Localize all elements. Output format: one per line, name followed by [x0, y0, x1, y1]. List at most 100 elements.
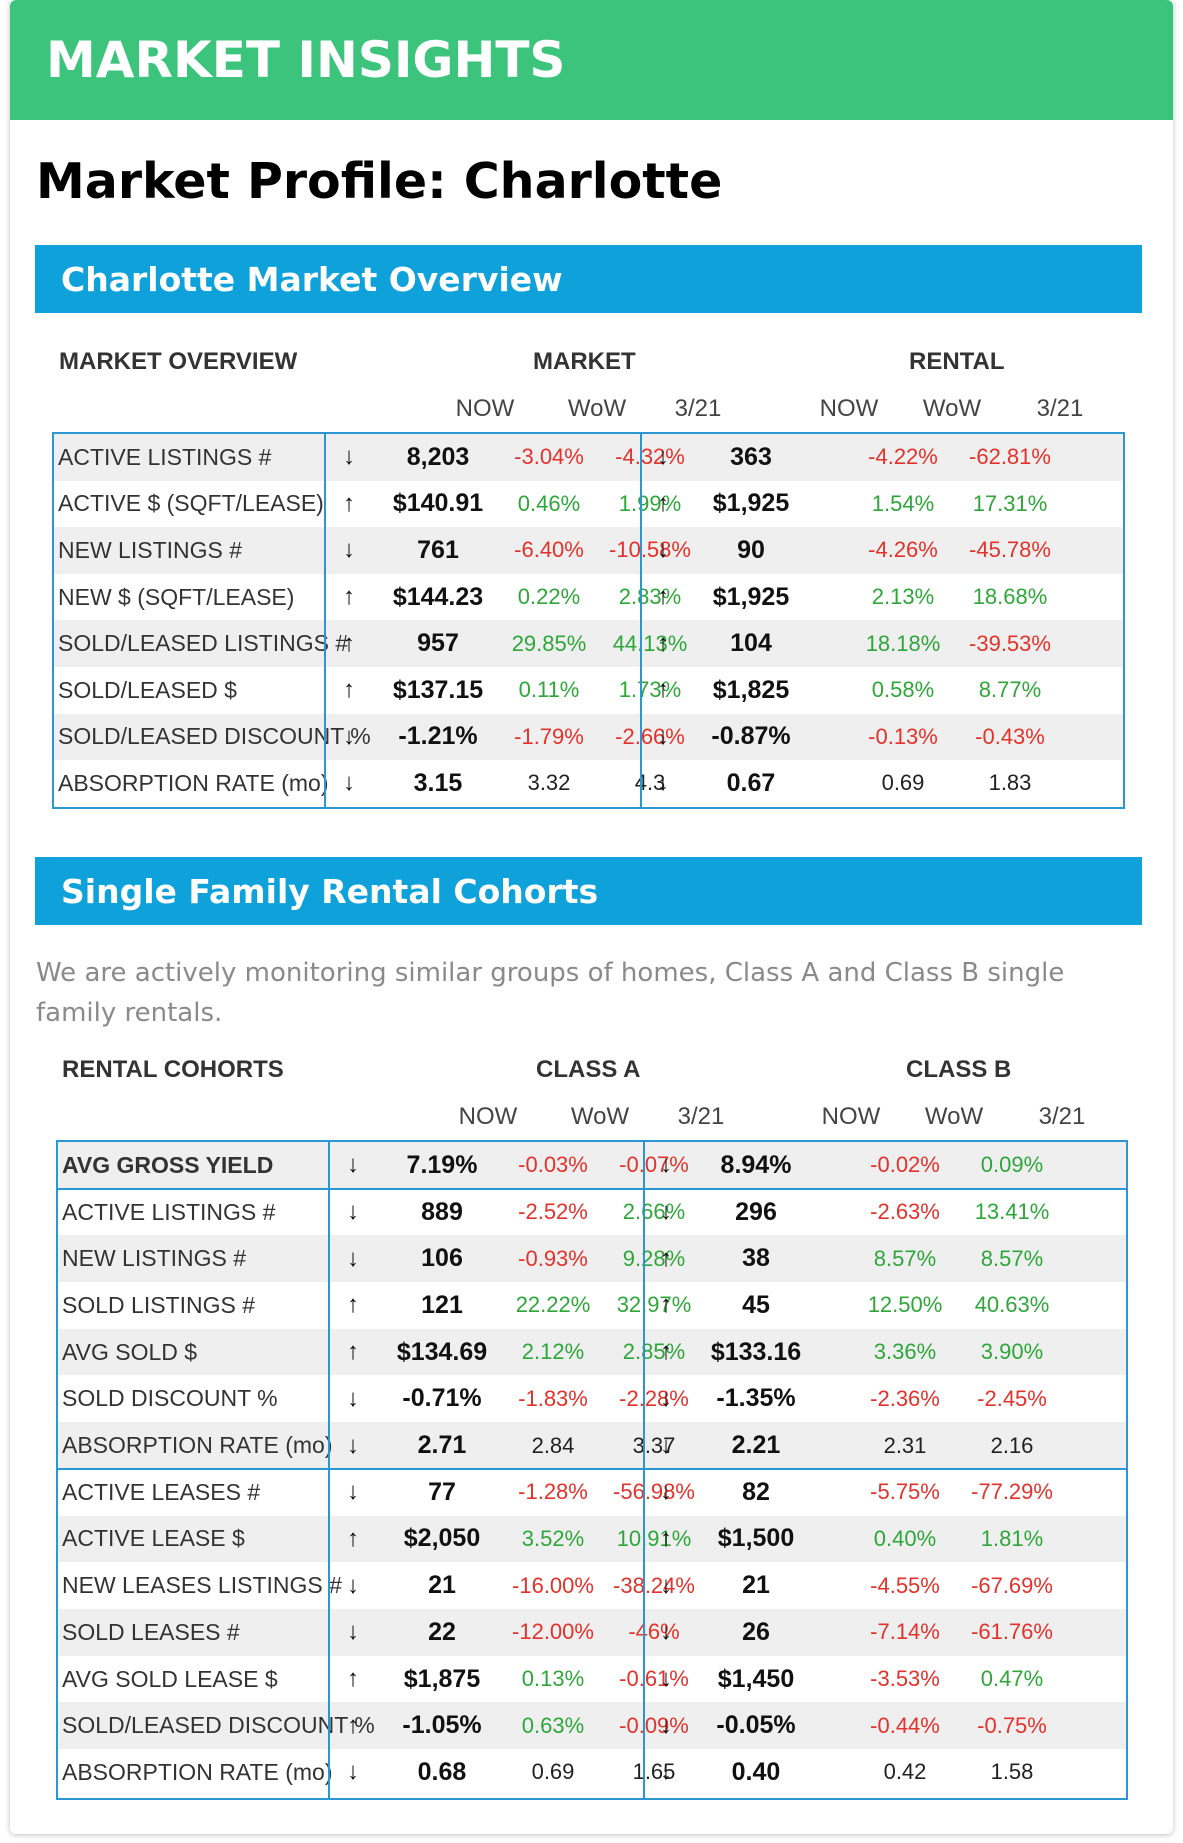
row-label: SOLD/LEASED LISTINGS # — [58, 630, 349, 657]
trend-arrow-icon: ↓ — [657, 443, 669, 471]
row-group-divider — [58, 1467, 1126, 1470]
table-row: SOLD LEASES # ↓ 22 -12.00% -46% ↓ 26 -7.14% -61.… — [58, 1609, 1126, 1656]
change-since-3-21: 13.41% — [974, 1199, 1050, 1225]
trend-arrow-icon: ↑ — [347, 1711, 359, 1739]
now-value: 45 — [742, 1290, 770, 1319]
row-label: SOLD/LEASED DISCOUNT % — [58, 723, 371, 750]
table-row: ABSORPTION RATE (mo) ↓ 2.71 2.84 3.37 ↓ 2.21 2.… — [58, 1422, 1126, 1469]
table-row: SOLD LISTINGS # ↑ 121 22.22% 32.97% ↑ 45 12.50%… — [58, 1282, 1126, 1329]
now-value: 21 — [742, 1571, 770, 1600]
now-value: 0.68 — [417, 1757, 467, 1786]
column-divider — [324, 434, 326, 807]
trend-arrow-icon: ↓ — [660, 1151, 672, 1179]
change-since-3-21: 0.09% — [980, 1152, 1044, 1178]
change-since-3-21: -45.78% — [969, 537, 1051, 563]
trend-arrow-icon: ↓ — [660, 1711, 672, 1739]
wow-change: -16.00% — [512, 1572, 594, 1598]
change-since-3-21: 1.73% — [618, 677, 682, 703]
wow-change: -2.36% — [870, 1385, 940, 1411]
trend-arrow-icon: ↑ — [347, 1291, 359, 1319]
table-row: SOLD/LEASED DISCOUNT % ↑ -1.05% 0.63% -0.09%… — [58, 1702, 1126, 1750]
trend-arrow-icon: ↓ — [347, 1244, 359, 1272]
trend-arrow-icon: ↓ — [657, 769, 669, 797]
trend-arrow-icon: ↑ — [657, 583, 669, 611]
trend-arrow-icon: ↑ — [660, 1291, 672, 1319]
subheader-now: NOW — [819, 395, 879, 422]
wow-change: -3.53% — [870, 1666, 940, 1692]
trend-arrow-icon: ↓ — [660, 1198, 672, 1226]
market-insights-banner: MARKET INSIGHTS — [10, 0, 1173, 120]
trend-arrow-icon: ↓ — [347, 1431, 359, 1459]
change-since-3-21: -77.29% — [971, 1479, 1053, 1505]
row-label: ACTIVE LEASES # — [62, 1478, 261, 1505]
trend-arrow-icon: ↑ — [347, 1665, 359, 1693]
row-label: ACTIVE LISTINGS # — [58, 443, 272, 470]
table-row: AVG GROSS YIELD ↓ 7.19% -0.03% -0.07% ↓ 8.94% -… — [58, 1142, 1126, 1189]
wow-change: -1.83% — [518, 1385, 588, 1411]
wow-change: 22.22% — [515, 1292, 591, 1318]
now-value: 8.94% — [720, 1150, 792, 1179]
wow-change: -1.79% — [514, 723, 584, 749]
banner-title: MARKET INSIGHTS — [46, 31, 566, 89]
row-label: ABSORPTION RATE (mo) — [62, 1432, 333, 1459]
section-description: We are actively monitoring similar group… — [36, 958, 1065, 1028]
row-label: AVG SOLD $ — [62, 1338, 198, 1365]
subheader-wow: WoW — [922, 395, 982, 422]
table-row: ACTIVE LISTINGS # ↓ 889 -2.52% 2.66% ↓ 296 -2.6… — [58, 1189, 1126, 1236]
table-row: SOLD DISCOUNT % ↓ -0.71% -1.83% -2.28% ↓ -1.35… — [58, 1376, 1126, 1423]
change-since-3-21: 1.83 — [988, 770, 1032, 796]
wow-change: 0.63% — [521, 1712, 585, 1738]
change-since-3-21: -2.66% — [615, 723, 685, 749]
wow-change: 0.69 — [531, 1759, 575, 1785]
wow-change: -5.75% — [870, 1479, 940, 1505]
row-label: SOLD LISTINGS # — [62, 1291, 256, 1318]
change-since-3-21: -10.58% — [609, 537, 691, 563]
now-value: $144.23 — [392, 582, 484, 611]
now-value: $1,450 — [717, 1664, 795, 1693]
change-since-3-21: 3.90% — [980, 1339, 1044, 1365]
table-row: ABSORPTION RATE (mo) ↓ 0.68 0.69 1.65 ↓ 0.40 0.… — [58, 1749, 1126, 1796]
subheader-3-21: 3/21 — [1036, 395, 1084, 422]
trend-arrow-icon: ↓ — [347, 1151, 359, 1179]
wow-change: 1.54% — [871, 490, 935, 516]
row-label: ACTIVE LEASE $ — [62, 1525, 245, 1552]
table-row: NEW $ (SQFT/LEASE) ↑ $144.23 0.22% 2.83% ↑ $1,… — [54, 574, 1123, 621]
table-row: NEW LEASES LISTINGS # ↓ 21 -16.00% -38.24% ↓ 2… — [58, 1562, 1126, 1609]
market-overview-table: ACTIVE LISTINGS # ↓ 8,203 -3.04% -4.32% ↓ 363-… — [52, 432, 1125, 809]
change-since-3-21: -0.61% — [619, 1666, 689, 1692]
now-value: -0.05% — [716, 1711, 796, 1740]
trend-arrow-icon: ↑ — [343, 489, 355, 517]
now-value: -0.71% — [402, 1384, 482, 1413]
change-since-3-21: -2.28% — [619, 1385, 689, 1411]
change-since-3-21: 18.68% — [972, 584, 1048, 610]
change-since-3-21: 4.3 — [634, 770, 666, 796]
now-value: 7.19% — [406, 1150, 478, 1179]
now-value: 21 — [428, 1571, 456, 1600]
now-value: 121 — [421, 1290, 463, 1319]
table-row: SOLD/LEASED DISCOUNT % ↓ -1.21% -1.79% -2.66… — [54, 713, 1123, 761]
trend-arrow-icon: ↑ — [660, 1244, 672, 1272]
trend-arrow-icon: ↓ — [657, 722, 669, 750]
change-since-3-21: -39.53% — [969, 630, 1051, 656]
wow-change: -2.52% — [518, 1199, 588, 1225]
trend-arrow-icon: ↓ — [660, 1618, 672, 1646]
wow-change: 29.85% — [511, 630, 587, 656]
now-value: -1.35% — [716, 1384, 796, 1413]
trend-arrow-icon: ↑ — [657, 489, 669, 517]
wow-change: -2.63% — [870, 1199, 940, 1225]
change-since-3-21: 3.37 — [632, 1432, 676, 1458]
now-value: 8,203 — [406, 442, 470, 471]
change-since-3-21: -38.24% — [613, 1572, 695, 1598]
subheader-3-21: 3/21 — [1038, 1103, 1086, 1130]
row-group-divider — [58, 1187, 1126, 1190]
change-since-3-21: 8.77% — [978, 677, 1042, 703]
row-label: AVG SOLD LEASE $ — [62, 1665, 278, 1692]
trend-arrow-icon: ↑ — [343, 629, 355, 657]
column-divider — [328, 1142, 330, 1798]
wow-change: 8.57% — [873, 1245, 937, 1271]
now-value: 957 — [417, 629, 459, 658]
trend-arrow-icon: ↓ — [660, 1571, 672, 1599]
row-label: SOLD/LEASED $ — [58, 676, 237, 703]
wow-change: 2.31 — [883, 1432, 927, 1458]
row-header-label: MARKET OVERVIEW — [59, 348, 298, 375]
